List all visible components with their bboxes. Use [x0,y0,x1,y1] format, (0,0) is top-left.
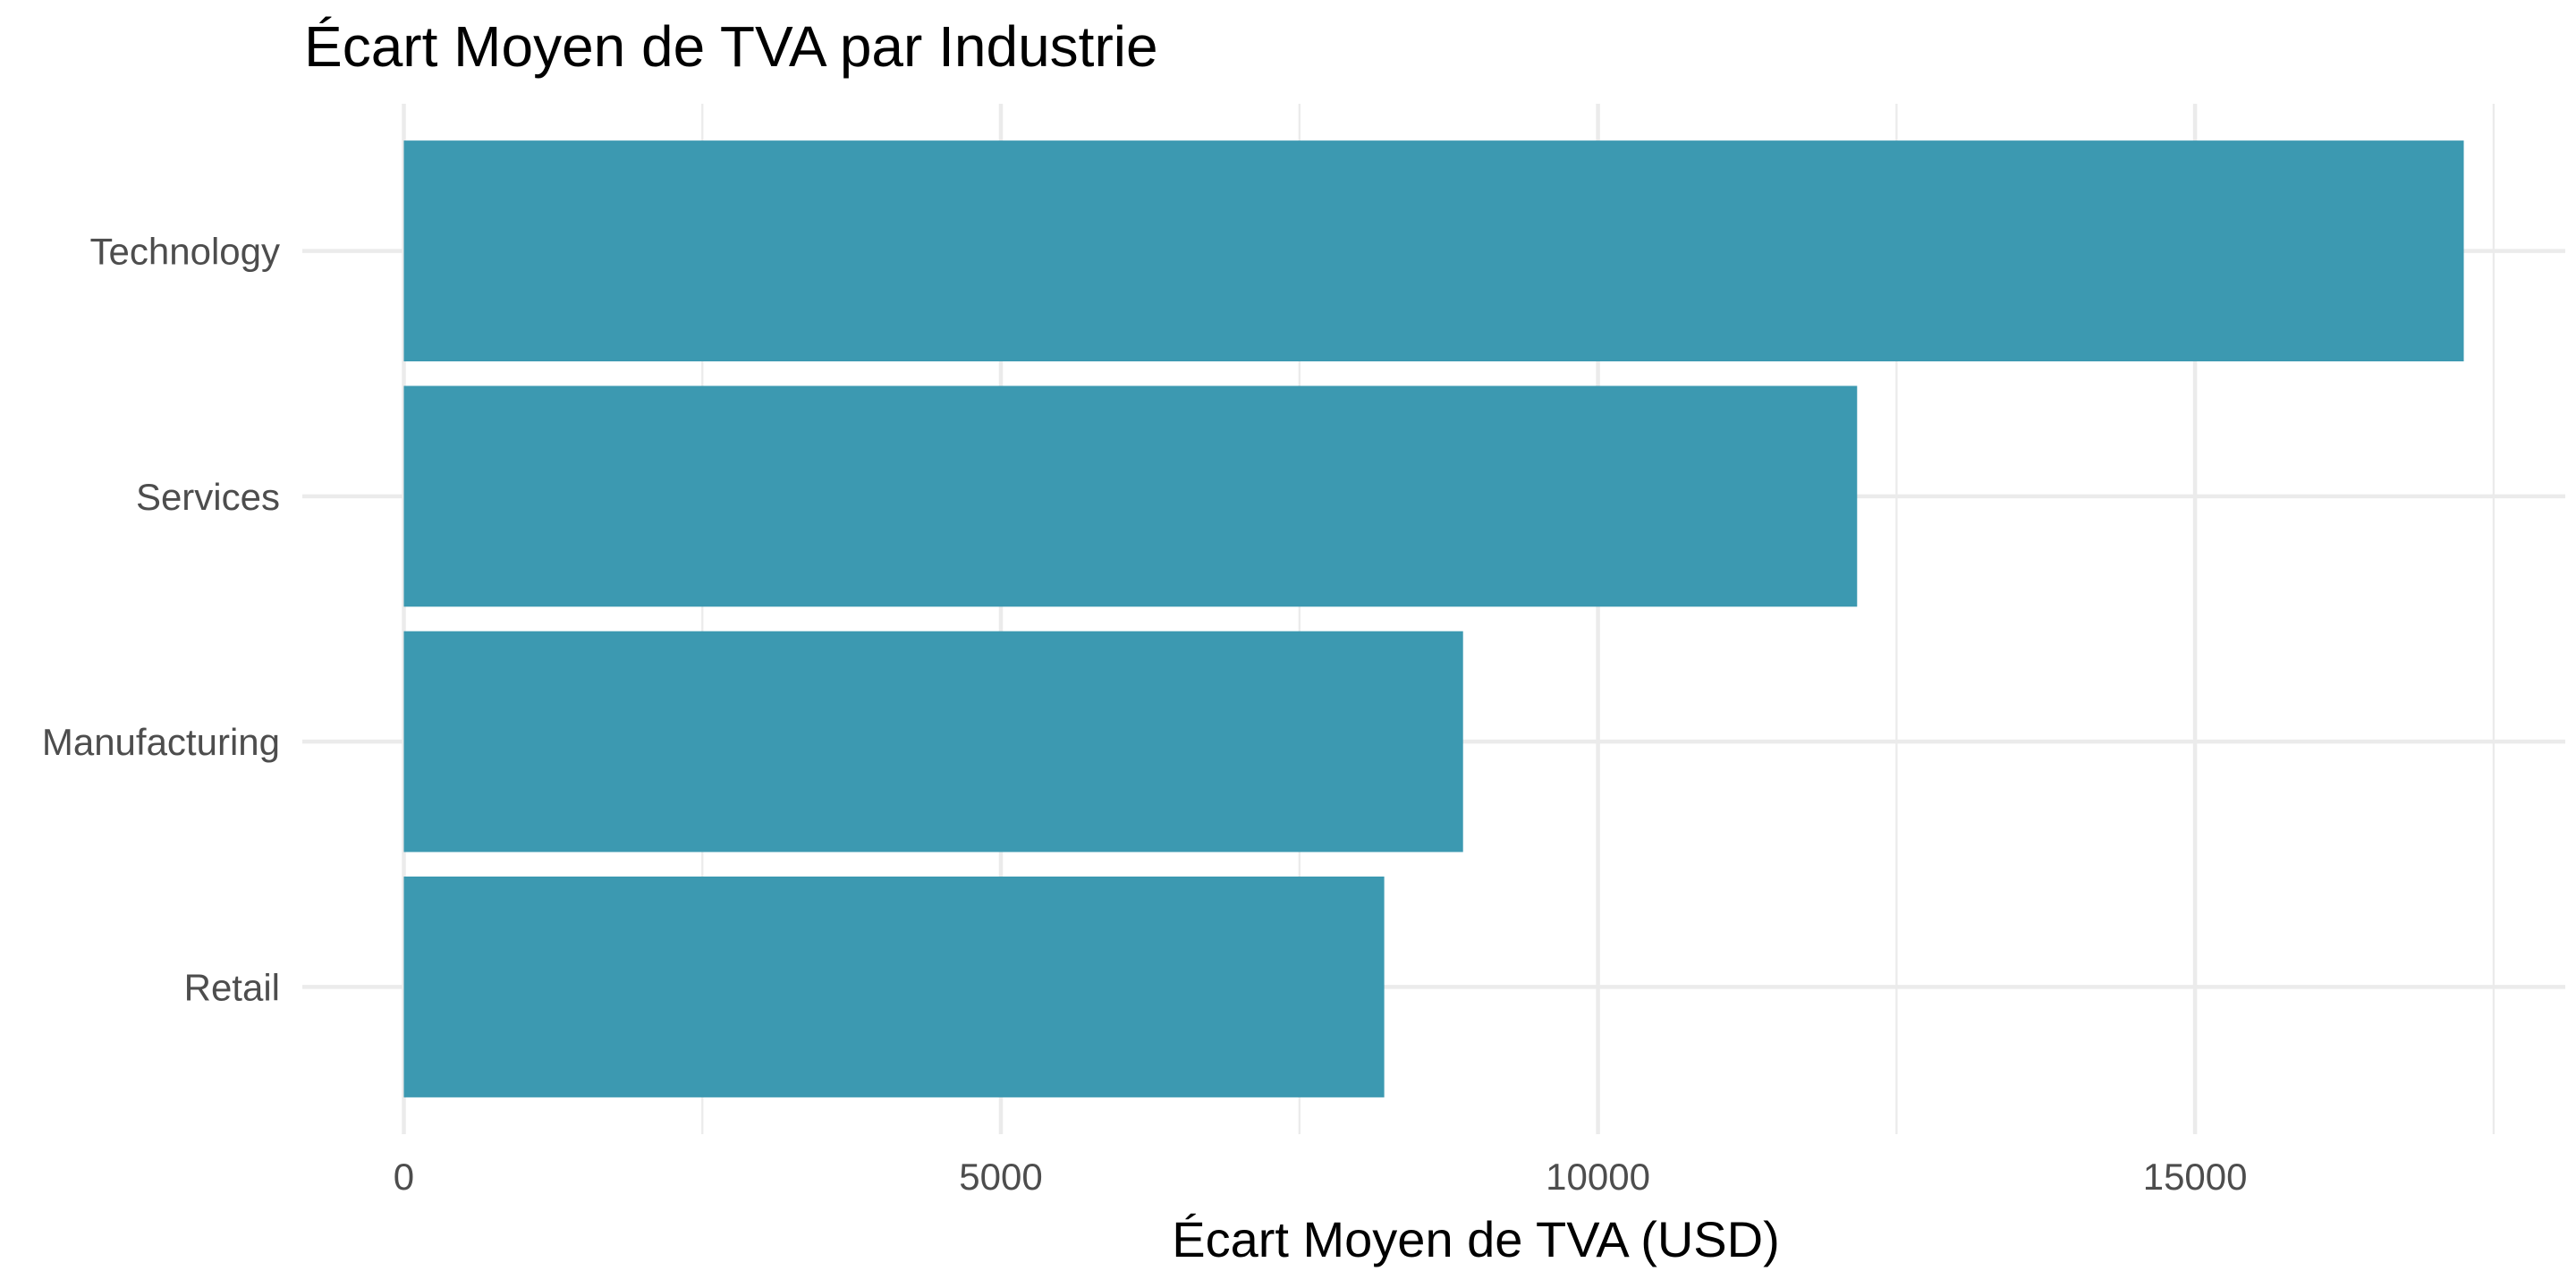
y-tick-label: Services [136,476,280,518]
y-tick-label: Retail [184,966,280,1008]
x-tick-label: 0 [394,1156,414,1198]
x-axis-title: Écart Moyen de TVA (USD) [1172,1211,1780,1267]
x-tick-label: 5000 [959,1156,1042,1198]
y-tick-label: Manufacturing [42,721,280,763]
chart-title: Écart Moyen de TVA par Industrie [304,14,1158,79]
bar-services [403,386,1858,607]
y-tick-labels: Technology Services Manufacturing Retail [42,231,280,1009]
x-tick-labels: 0 5000 10000 15000 [394,1156,2248,1198]
x-tick-label: 10000 [1546,1156,1650,1198]
bar-retail [403,877,1385,1097]
y-tick-label: Technology [90,231,280,273]
x-tick-label: 15000 [2143,1156,2248,1198]
bar-manufacturing [403,631,1463,852]
bar-technology [403,140,2464,361]
bars [403,140,2464,1097]
